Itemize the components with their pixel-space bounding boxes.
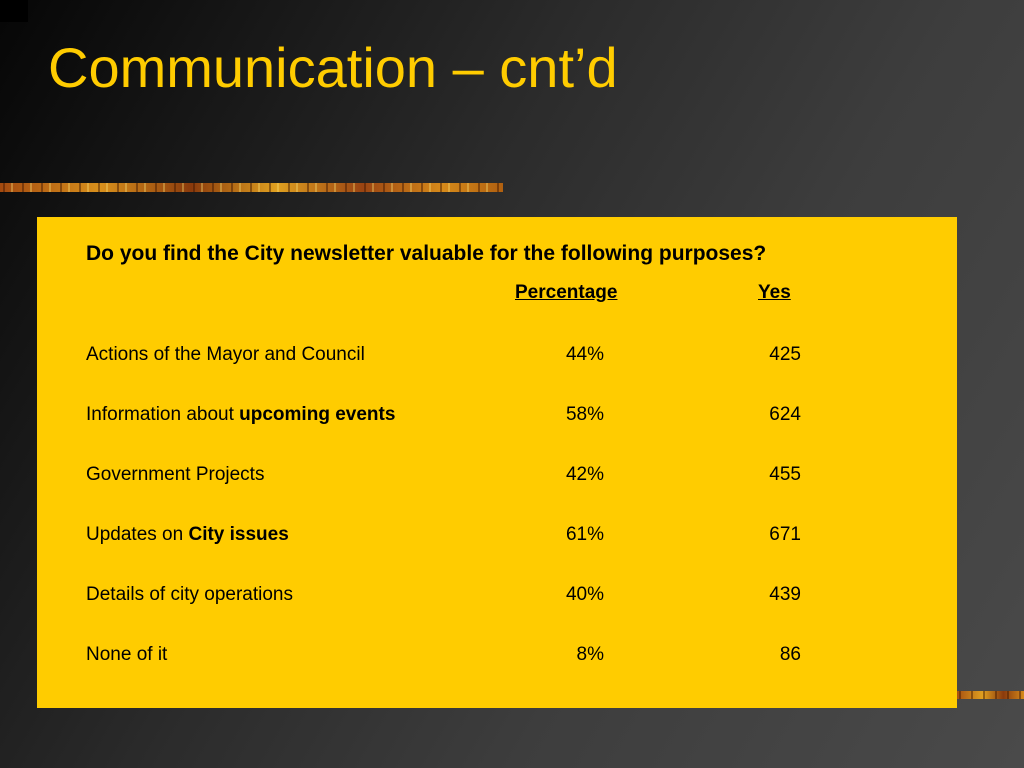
column-header-yes: Yes [758, 282, 791, 303]
row-yes-count: 86 [779, 644, 801, 665]
table-row: Government Projects 42% 455 [37, 462, 957, 488]
table-row: Updates on City issues 61% 671 [37, 522, 957, 548]
row-label: Details of city operations [86, 584, 293, 605]
survey-question: Do you find the City newsletter valuable… [86, 242, 767, 265]
corner-mark [0, 0, 28, 22]
row-label: Government Projects [86, 464, 265, 485]
row-percentage: 8% [576, 644, 604, 665]
row-label: Information about upcoming events [86, 404, 396, 425]
row-percentage: 40% [565, 584, 604, 605]
row-label: None of it [86, 644, 168, 665]
decorative-stripe-right [955, 691, 1024, 699]
table-row: Actions of the Mayor and Council 44% 425 [37, 342, 957, 368]
decorative-stripe [0, 183, 503, 192]
row-label: Actions of the Mayor and Council [86, 344, 365, 365]
column-header-percentage: Percentage [515, 282, 618, 303]
table-row: None of it 8% 86 [37, 642, 957, 668]
content-panel: Do you find the City newsletter valuable… [37, 217, 957, 708]
row-percentage: 44% [565, 344, 604, 365]
row-yes-count: 671 [769, 524, 801, 545]
row-yes-count: 425 [769, 344, 801, 365]
row-percentage: 61% [565, 524, 604, 545]
row-yes-count: 624 [769, 404, 801, 425]
table-row: Information about upcoming events 58% 62… [37, 402, 957, 428]
row-label: Updates on City issues [86, 524, 289, 545]
table-row: Details of city operations 40% 439 [37, 582, 957, 608]
row-yes-count: 455 [769, 464, 801, 485]
slide-title: Communication – cnt’d [48, 36, 618, 99]
row-yes-count: 439 [769, 584, 801, 605]
row-percentage: 58% [565, 404, 604, 425]
row-percentage: 42% [565, 464, 604, 485]
